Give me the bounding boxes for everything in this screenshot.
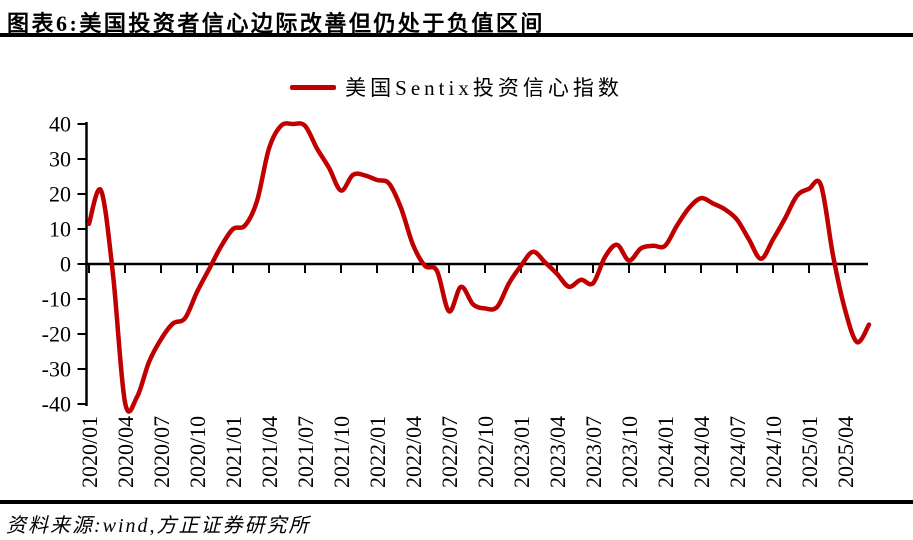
x-axis-label: 2020/04 [113,416,138,488]
legend-line-marker [290,84,337,90]
y-axis-label: -20 [42,322,71,347]
y-axis-label: 40 [49,112,71,137]
legend: 美国Sentix投资信心指数 [0,72,913,102]
x-axis-label: 2021/07 [293,416,318,488]
x-axis-label: 2023/04 [545,416,570,488]
x-axis-label: 2024/04 [689,416,714,488]
y-axis-label: 0 [60,252,71,277]
x-axis-label: 2022/01 [365,416,390,488]
legend-label: 美国Sentix投资信心指数 [345,76,623,100]
x-axis-label: 2022/07 [437,416,462,488]
y-axis-label: 20 [49,182,71,207]
x-axis-label: 2021/04 [257,416,282,488]
x-axis-label: 2021/10 [329,416,354,488]
x-axis-label: 2020/07 [149,416,174,488]
x-axis-label: 2020/10 [185,416,210,488]
title-divider [0,33,913,37]
y-axis-label: -10 [42,287,71,312]
x-axis-label: 2025/04 [833,416,858,488]
footer-divider [0,500,913,504]
y-axis-label: 10 [49,217,71,242]
y-axis-label: -40 [42,392,71,417]
x-axis-label: 2023/07 [581,416,606,488]
source-note: 资料来源:wind,方正证券研究所 [6,515,311,537]
x-axis-label: 2024/07 [725,416,750,488]
x-axis-label: 2020/01 [77,416,102,488]
x-axis-label: 2022/04 [401,416,426,488]
x-axis-label: 2024/01 [653,416,678,488]
x-axis-label: 2021/01 [221,416,246,488]
y-axis-label: -30 [42,357,71,382]
x-axis-label: 2022/10 [473,416,498,488]
x-axis-label: 2023/01 [509,416,534,488]
data-line [86,121,872,414]
x-axis-label: 2023/10 [617,416,642,488]
x-axis-label: 2025/01 [797,416,822,488]
x-axis-label: 2024/10 [761,416,786,488]
chart-title: 图表6:美国投资者信心边际改善但仍处于负值区间 [7,11,545,36]
y-axis-label: 30 [49,147,71,172]
